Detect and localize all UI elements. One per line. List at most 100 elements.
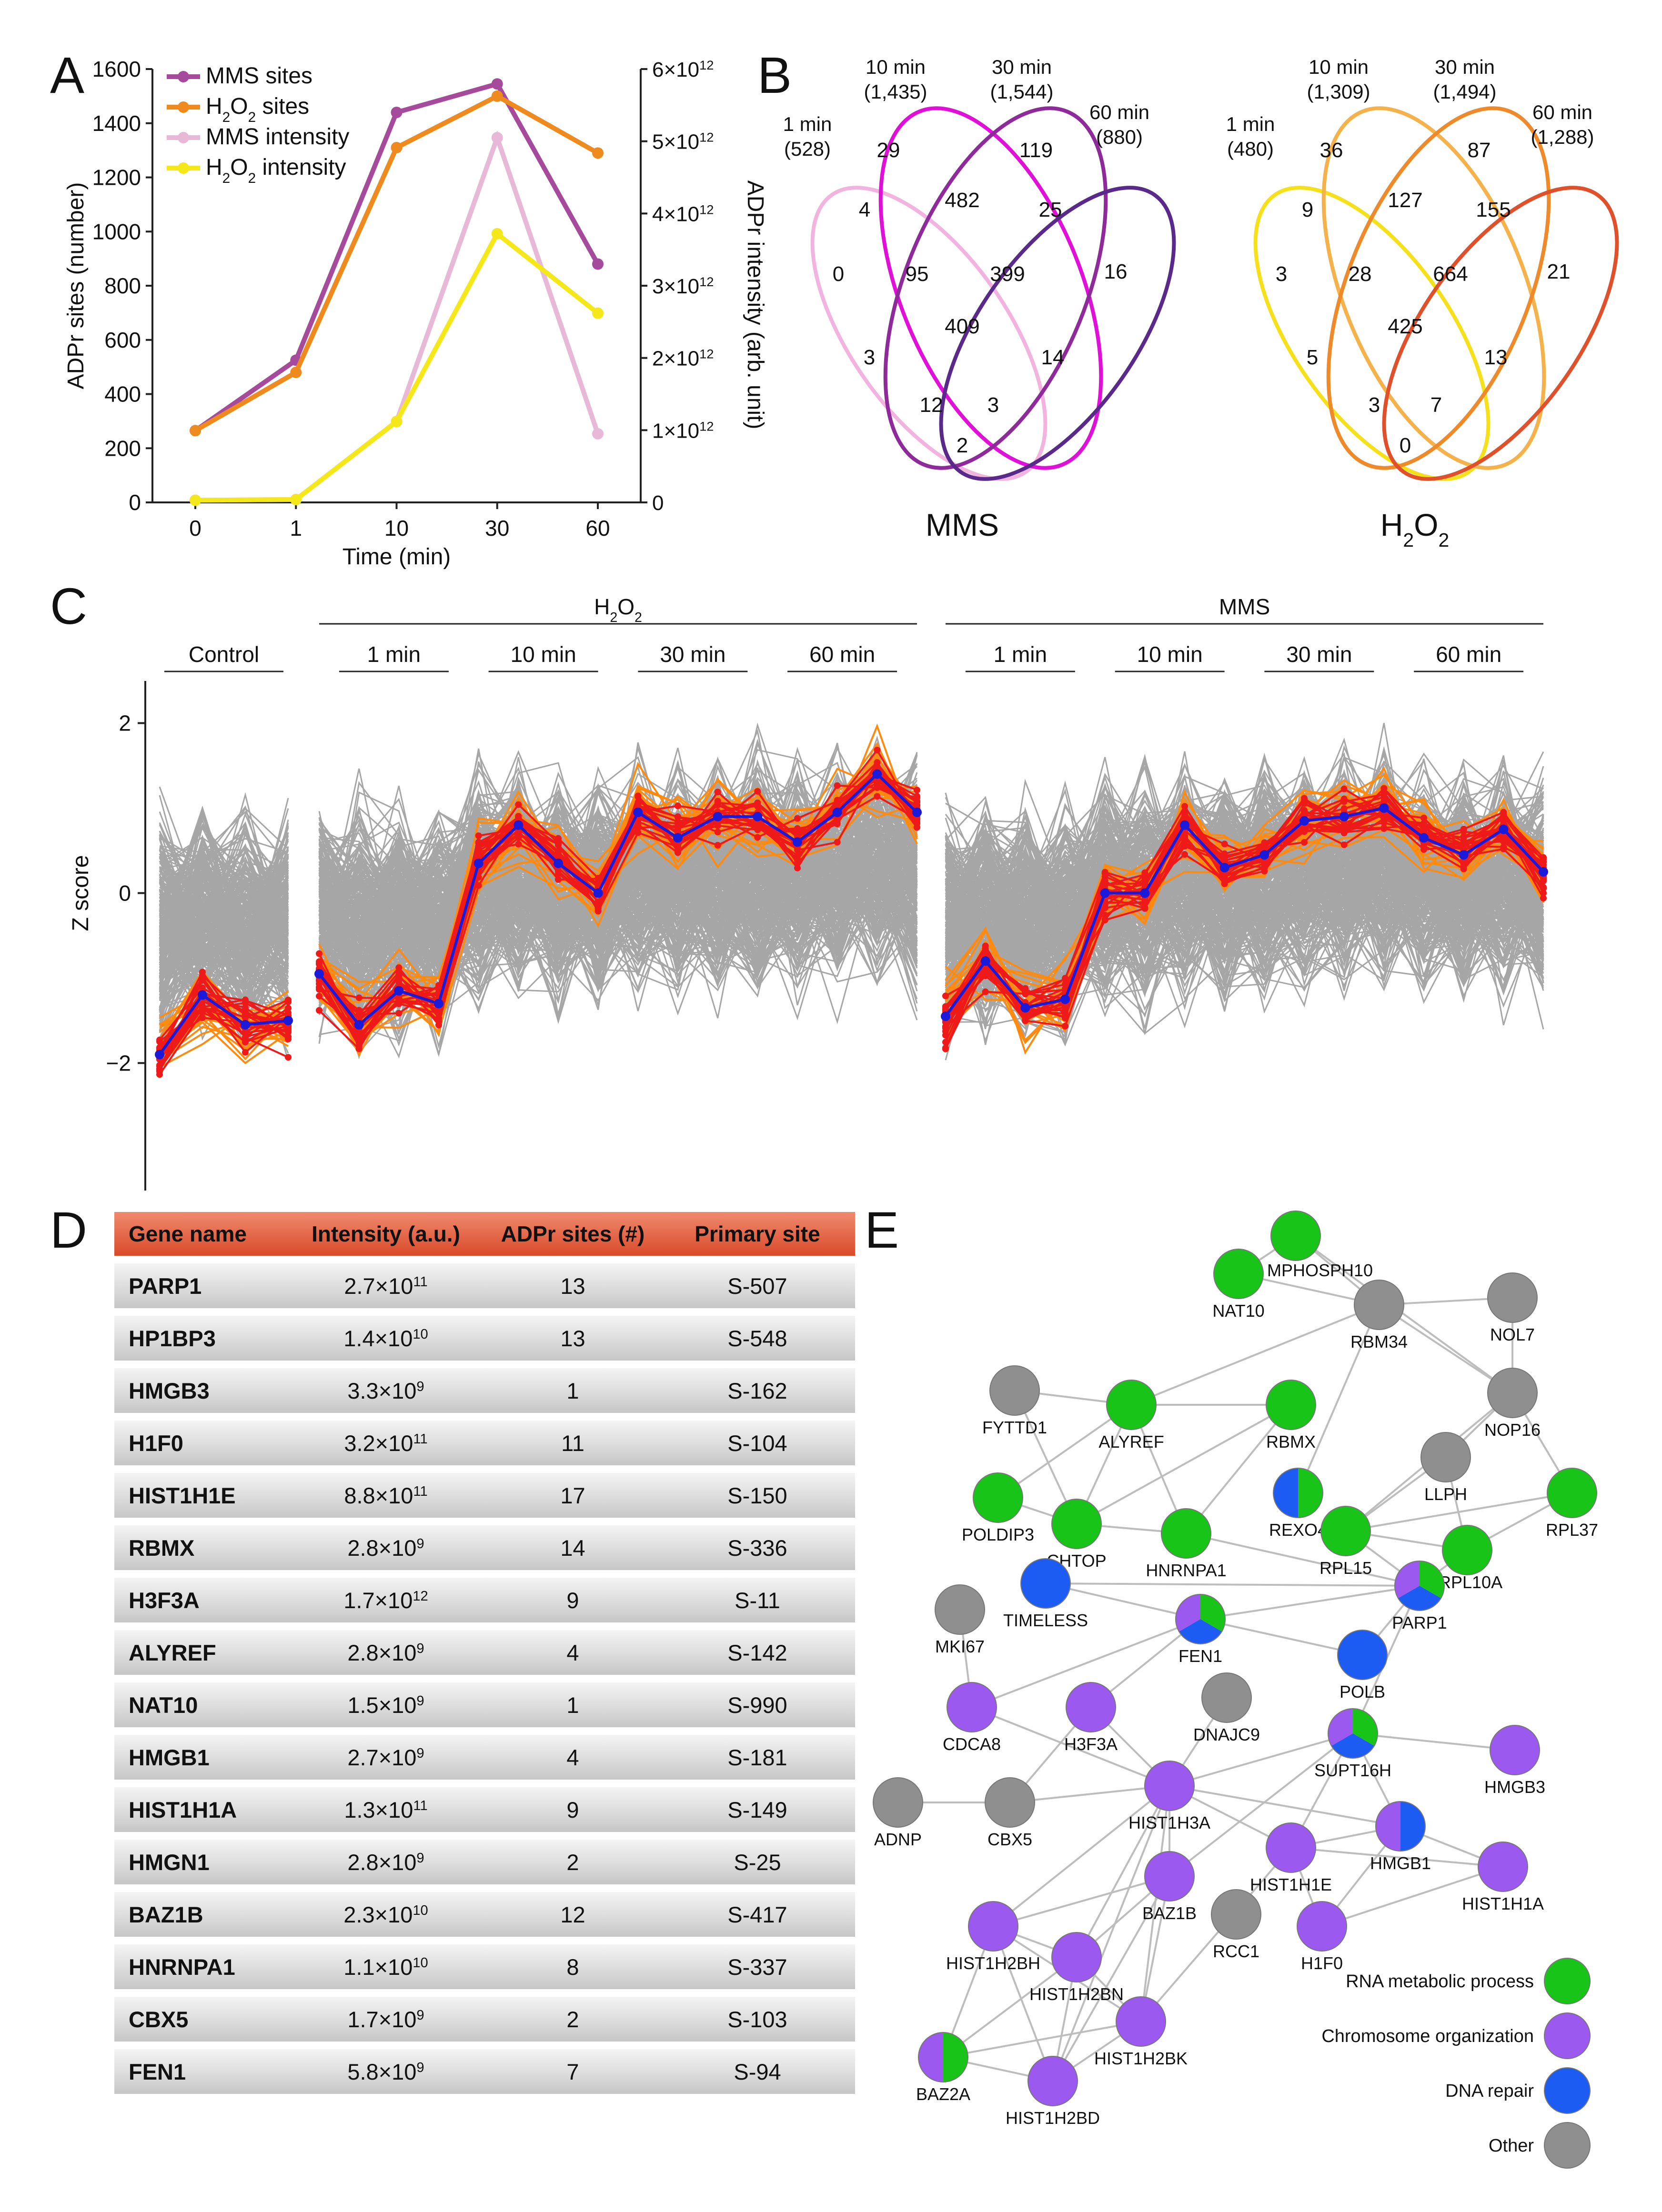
- background-profile: [319, 751, 918, 939]
- node-label: BAZ2A: [916, 2084, 970, 2104]
- cell-intensity: 2.8×109: [347, 1640, 424, 1665]
- background-profile: [159, 832, 289, 993]
- cluster-point: [242, 1012, 249, 1019]
- node-circle: [1027, 2056, 1078, 2106]
- venn-diagram: 1 min (480) 10 min(1,309) 30 min(1,494) 60 m…: [1226, 56, 1619, 551]
- cell-gene: HMGB3: [129, 1378, 210, 1403]
- cluster-point: [1460, 834, 1467, 841]
- cluster-point: [555, 876, 562, 883]
- cluster-point: [1420, 814, 1427, 821]
- cluster-point: [475, 832, 482, 839]
- network-edge: [992, 1926, 1054, 2082]
- table-header: Gene name Intensity (a.u.) ADPr sites (#…: [114, 1212, 855, 1256]
- legend-swatch-chr: [1544, 2012, 1591, 2059]
- node-slice: [1420, 1561, 1444, 1598]
- table-row: HIST1H1A 1.3×1011 9 S-149: [114, 1787, 855, 1832]
- network-node-chtop: CHTOP: [1047, 1499, 1107, 1571]
- node-label: RCC1: [1213, 1942, 1259, 1961]
- node-label: POLDIP3: [962, 1525, 1034, 1544]
- node-circle: [1051, 1932, 1102, 1982]
- cluster-point: [635, 793, 642, 800]
- venn-set-label: 10 min: [866, 56, 926, 78]
- y-tick-label: 2: [119, 711, 131, 735]
- node-label: SUPT16H: [1314, 1761, 1391, 1780]
- network-edge: [997, 1404, 1132, 1499]
- legend-label: RNA metabolic process: [1346, 1972, 1534, 1992]
- node-label: LLPH: [1424, 1484, 1467, 1504]
- cell-gene: H1F0: [129, 1430, 183, 1456]
- cluster-point: [242, 1004, 249, 1011]
- x-tick-label: 0: [189, 516, 201, 540]
- cluster-point: [874, 759, 881, 766]
- cluster-point: [1221, 857, 1228, 864]
- legend-marker: [178, 132, 189, 143]
- y-tick-label: 800: [104, 273, 141, 298]
- cluster-point: [1101, 917, 1108, 924]
- cell-intensity: 8.8×1011: [344, 1482, 428, 1508]
- venn-set-label: 10 min: [1309, 56, 1369, 78]
- highlight-point: [1539, 867, 1548, 877]
- series-point: [592, 428, 604, 440]
- node-label: DNAJC9: [1193, 1725, 1260, 1744]
- venn-set-label: 60 min: [1532, 101, 1592, 123]
- network-node-nol7: NOL7: [1487, 1272, 1538, 1344]
- series-point: [491, 90, 503, 102]
- background-profile: [159, 902, 289, 989]
- network-node-h3f3a: H3F3A: [1064, 1682, 1118, 1754]
- cluster-profile-red: [318, 773, 917, 1016]
- panel-c-zscore-profiles: 2 0 −2 Z score Control H2O2 1 min 10 min 30 min 6…: [68, 594, 1548, 1191]
- node-circle: [1161, 1508, 1211, 1559]
- venn-region-count: 21: [1547, 260, 1571, 283]
- venn-region-count: 0: [1400, 434, 1411, 457]
- cluster-point: [754, 788, 761, 795]
- cell-sites: 1: [566, 1692, 579, 1718]
- node-outline: [1394, 1561, 1445, 1611]
- network-node-rpl37: RPL37: [1546, 1468, 1598, 1540]
- network-edge: [1297, 1304, 1380, 1493]
- table-row: HMGB1 2.7×109 4 S-181: [114, 1735, 855, 1780]
- cluster-point: [316, 986, 322, 993]
- venn-region-count: 3: [1369, 393, 1380, 417]
- table-row: HMGN1 2.8×109 2 S-25: [114, 1840, 855, 1884]
- highlight-point: [1299, 816, 1309, 826]
- node-circle: [1051, 1499, 1102, 1549]
- background-profile: [159, 876, 289, 966]
- legend-marker: [178, 162, 189, 174]
- venn-set-count: (528): [784, 138, 831, 160]
- cluster-point: [1380, 793, 1388, 801]
- venn-title: MMS: [926, 507, 999, 542]
- header-gene: Gene name: [129, 1221, 247, 1246]
- cell-sites: 11: [561, 1430, 584, 1456]
- network-node-poldip3: POLDIP3: [962, 1472, 1034, 1544]
- venn-region-count: 5: [1307, 346, 1318, 369]
- cluster-point: [515, 801, 522, 808]
- node-label: PARP1: [1392, 1613, 1447, 1632]
- cluster-point: [914, 797, 920, 804]
- node-label: RBM34: [1350, 1332, 1408, 1351]
- venn-region-count: 425: [1388, 315, 1422, 338]
- node-slice: [1400, 1802, 1425, 1851]
- network-edge: [1186, 1532, 1420, 1587]
- y2-tick-label: 4×1012: [652, 202, 714, 226]
- panel-a-line-chart: 0200400600800100012001400160001×10122×10…: [63, 57, 768, 570]
- node-slice: [1176, 1594, 1200, 1631]
- node-circle: [1116, 1996, 1166, 2047]
- cell-primary-site: S-150: [727, 1482, 787, 1508]
- network-node-supt16h: SUPT16H: [1314, 1708, 1391, 1780]
- y-tick-label: 1400: [92, 111, 141, 136]
- network-node-hmgb3: HMGB3: [1484, 1725, 1545, 1797]
- venn-set-label: 30 min: [992, 56, 1052, 78]
- network-edge: [1076, 1404, 1291, 1525]
- series-point: [391, 141, 403, 153]
- cluster-point: [285, 1029, 292, 1036]
- network-edge: [971, 1706, 1170, 1787]
- node-circle: [1213, 1249, 1264, 1299]
- cell-sites: 4: [566, 1744, 579, 1770]
- cluster-point: [675, 841, 681, 848]
- x-tick-label: 60: [585, 516, 610, 540]
- y2-tick-label: 5×1012: [652, 130, 714, 154]
- node-circle: [947, 1682, 997, 1732]
- table-row: FEN1 5.8×109 7 S-94: [114, 2049, 855, 2094]
- network-edge: [1052, 1785, 1170, 2082]
- cluster-point: [242, 1049, 249, 1056]
